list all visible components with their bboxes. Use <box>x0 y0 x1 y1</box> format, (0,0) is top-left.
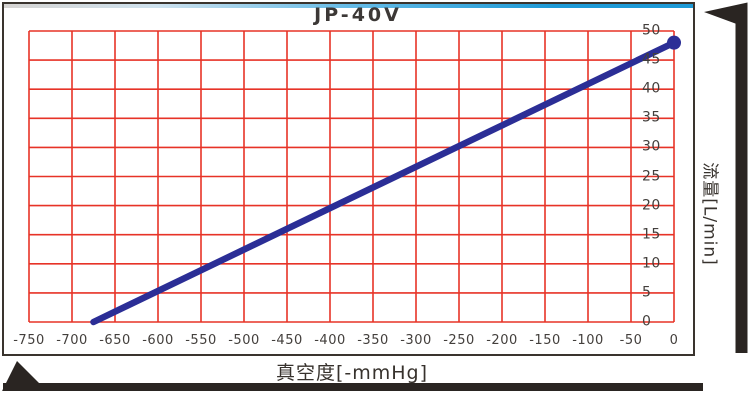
x-tick-label: -450 <box>271 333 303 348</box>
x-tick-label: -250 <box>443 333 475 348</box>
x-tick-label: -50 <box>619 333 643 348</box>
y-tick-label: 45 <box>642 51 661 68</box>
x-tick-label: -600 <box>142 333 174 348</box>
top-accent-strip <box>4 4 693 8</box>
x-tick-label: -550 <box>185 333 217 348</box>
x-tick-label: 0 <box>669 333 679 348</box>
chart-title: JP-40V <box>314 4 402 26</box>
x-tick-label: -700 <box>56 333 88 348</box>
y-axis-title: 流量[L/min] <box>699 162 720 266</box>
y-tick-label: 20 <box>642 197 661 214</box>
x-tick-label: -400 <box>314 333 346 348</box>
x-tick-label: -500 <box>228 333 260 348</box>
y-tick-label: 25 <box>642 168 661 185</box>
y-tick-label: 35 <box>642 109 661 126</box>
x-tick-label: -200 <box>486 333 518 348</box>
y-axis-arrow-bar <box>735 18 748 353</box>
y-axis-arrowhead <box>704 2 748 28</box>
y-tick-label: 10 <box>642 255 661 272</box>
x-axis-title: 真空度[-mmHg] <box>275 362 429 384</box>
x-tick-label: -100 <box>572 333 604 348</box>
y-tick-label: 40 <box>642 80 661 97</box>
x-tick-label: -750 <box>13 333 45 348</box>
x-axis-arrowhead <box>2 361 40 391</box>
x-tick-label: -150 <box>529 333 561 348</box>
y-tick-label: 0 <box>642 313 652 330</box>
x-tick-label: -300 <box>400 333 432 348</box>
x-tick-label: -350 <box>357 333 389 348</box>
chart-frame <box>2 2 695 356</box>
y-tick-label: 15 <box>642 226 661 243</box>
y-tick-label: 50 <box>642 22 661 39</box>
x-tick-label: -650 <box>99 333 131 348</box>
y-tick-label: 30 <box>642 139 661 156</box>
y-tick-label: 5 <box>642 284 652 301</box>
